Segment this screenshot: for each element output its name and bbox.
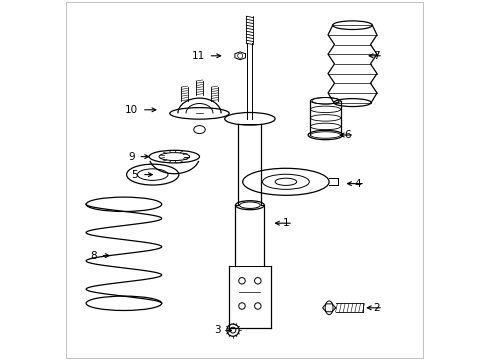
Text: 3: 3 — [214, 325, 221, 336]
Text: 2: 2 — [372, 303, 379, 313]
Text: 9: 9 — [128, 152, 134, 162]
Text: 7: 7 — [372, 51, 379, 61]
Text: 1: 1 — [282, 218, 289, 228]
Text: 4: 4 — [354, 179, 361, 189]
Text: 10: 10 — [125, 105, 138, 115]
Text: 11: 11 — [191, 51, 204, 61]
Text: 8: 8 — [90, 251, 97, 261]
Text: 5: 5 — [131, 170, 138, 180]
Text: 6: 6 — [344, 130, 350, 140]
